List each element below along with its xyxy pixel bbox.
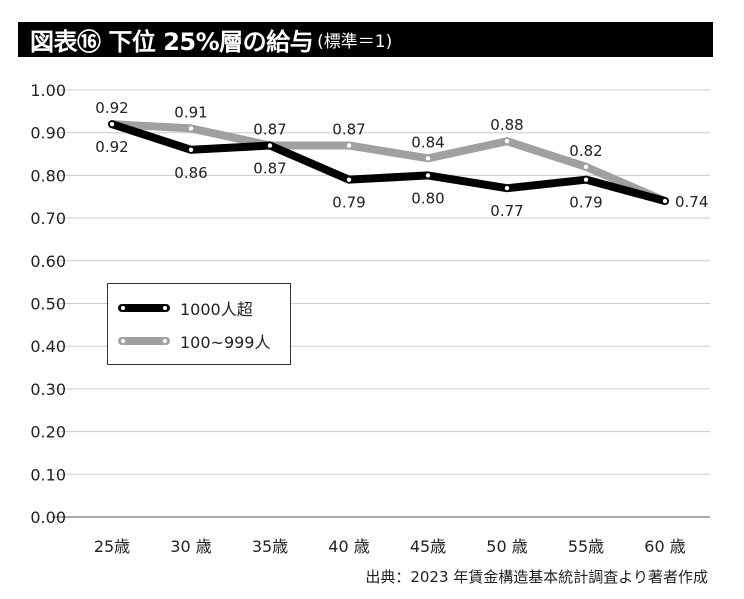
y-tick-label: 0.90 — [30, 124, 66, 143]
data-point — [425, 173, 431, 178]
x-tick-label: 35歳 — [252, 537, 288, 556]
x-tick-label: 40 歳 — [328, 537, 369, 556]
data-label: 0.86 — [174, 164, 207, 182]
x-tick-label: 30 歳 — [170, 537, 211, 556]
x-tick-label: 50 歳 — [486, 537, 527, 556]
data-label: 0.79 — [332, 194, 365, 212]
y-tick-label: 0.00 — [30, 508, 66, 527]
legend-label: 1000人超 — [180, 300, 253, 319]
legend-label: 100~999人 — [180, 333, 271, 352]
data-point — [188, 126, 194, 131]
data-point — [346, 177, 352, 182]
y-tick-label: 0.30 — [30, 380, 66, 399]
data-point — [583, 164, 589, 170]
chart-title: 図表⑯ 下位 25%層の給与 — [30, 28, 314, 56]
source-note: 出典：2023 年賃金構造基本統計調査より著者作成 — [365, 568, 708, 586]
x-tick-label: 25歳 — [94, 537, 130, 556]
y-tick-label: 0.60 — [30, 252, 66, 271]
data-point — [267, 143, 273, 148]
data-label: 0.74 — [675, 193, 708, 211]
y-tick-label: 1.00 — [30, 81, 66, 100]
series-line — [108, 120, 669, 206]
x-tick-label: 55歳 — [568, 537, 604, 556]
data-label: 0.79 — [569, 194, 602, 212]
data-label: 0.87 — [332, 121, 365, 139]
y-tick-label: 0.80 — [30, 166, 66, 185]
y-tick-label: 0.70 — [30, 209, 66, 228]
y-tick-label: 0.50 — [30, 295, 66, 314]
legend-item-1000: 1000人超 — [118, 296, 253, 320]
data-point — [188, 147, 194, 152]
data-label: 0.82 — [569, 142, 602, 160]
legend-swatch — [118, 304, 170, 312]
legend-item-100-999: 100~999人 — [118, 329, 271, 353]
data-point — [504, 139, 510, 144]
data-label: 0.91 — [174, 103, 207, 121]
y-tick-label: 0.40 — [30, 337, 66, 356]
data-label: 0.84 — [411, 133, 444, 151]
data-label: 0.77 — [490, 202, 523, 220]
chart-subtitle: (標準＝1) — [317, 32, 393, 52]
data-label: 0.87 — [253, 160, 286, 178]
chart-title-bar: 図表⑯ 下位 25%層の給与 (標準＝1) — [18, 22, 713, 57]
data-label: 0.88 — [490, 116, 523, 134]
data-label: 0.92 — [95, 99, 128, 117]
y-tick-label: 0.20 — [30, 423, 66, 442]
data-point — [504, 186, 510, 191]
data-point — [346, 143, 352, 148]
legend: 1000人超 100~999人 — [107, 283, 291, 365]
data-point — [662, 198, 668, 204]
y-tick-label: 0.10 — [30, 465, 66, 484]
data-point — [583, 177, 589, 182]
data-point — [109, 121, 115, 127]
series-line — [108, 120, 669, 206]
data-label: 0.92 — [95, 138, 128, 156]
data-point — [425, 156, 431, 161]
legend-swatch — [118, 337, 170, 345]
x-tick-label: 60 歳 — [644, 537, 685, 556]
data-label: 0.80 — [411, 189, 444, 207]
data-label: 0.87 — [253, 121, 286, 139]
x-tick-label: 45歳 — [410, 537, 446, 556]
